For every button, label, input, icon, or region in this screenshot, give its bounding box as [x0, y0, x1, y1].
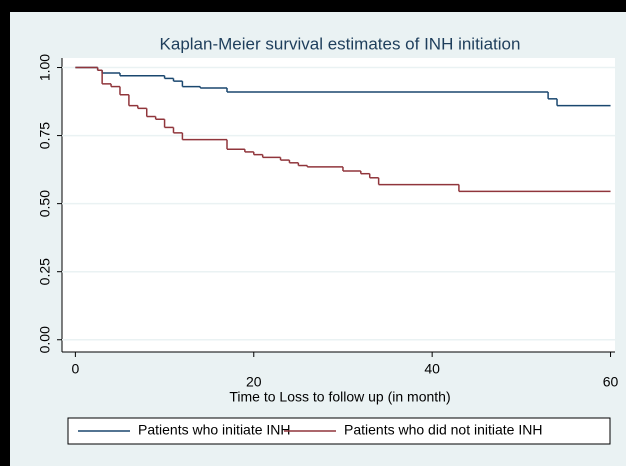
y-tick-label: 0.00	[37, 326, 53, 353]
x-axis-label: Time to Loss to follow up (in month)	[229, 389, 450, 405]
y-tick-label: 0.50	[37, 190, 53, 217]
y-tick-label: 0.25	[37, 258, 53, 285]
legend-label: Patients who initiate INH	[138, 422, 291, 438]
top-border	[0, 0, 626, 12]
chart-title: Kaplan-Meier survival estimates of INH i…	[160, 34, 521, 53]
legend-label: Patients who did not initiate INH	[344, 422, 542, 438]
left-border	[0, 0, 10, 466]
x-tick-label: 0	[71, 361, 79, 377]
x-tick-label: 60	[603, 374, 619, 390]
legend-box	[67, 417, 611, 445]
y-tick-label: 1.00	[37, 54, 53, 81]
x-tick-label: 40	[424, 361, 440, 377]
plot-area	[62, 58, 615, 352]
y-tick-label: 0.75	[37, 122, 53, 149]
x-tick-label: 20	[246, 374, 262, 390]
